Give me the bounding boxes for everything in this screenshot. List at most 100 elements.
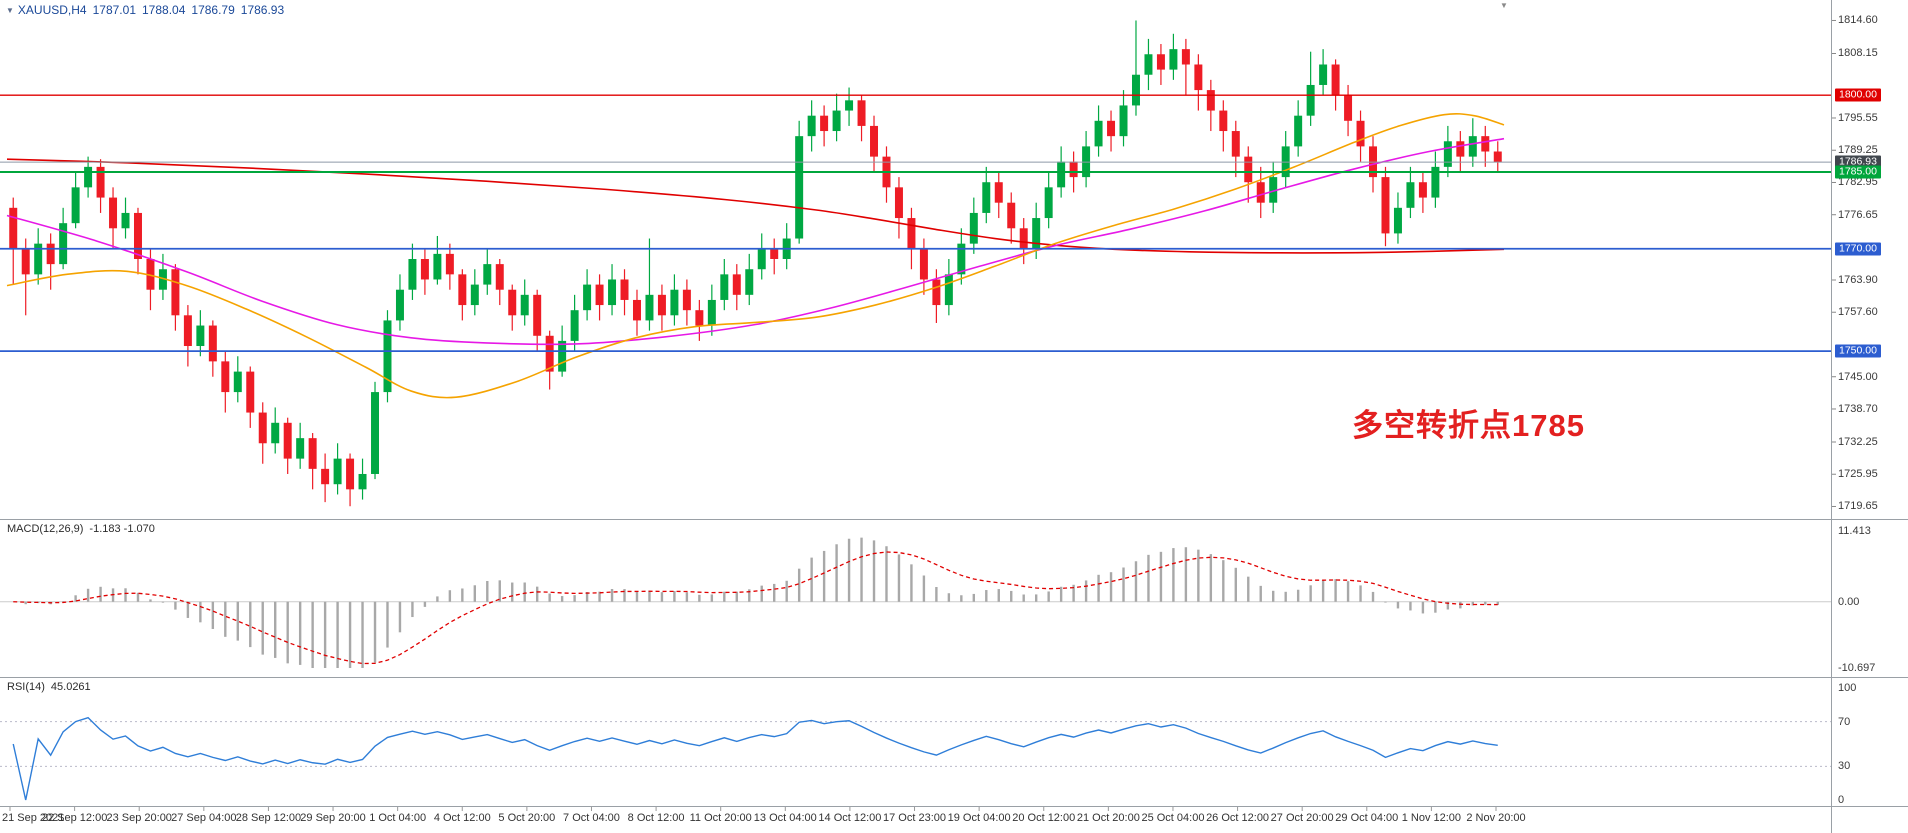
- candle-body: [1456, 141, 1465, 157]
- candle-body: [109, 197, 118, 229]
- candle-body: [1418, 182, 1427, 198]
- candle-body: [84, 166, 93, 188]
- time-axis-label: 20 Oct 12:00: [1012, 812, 1076, 824]
- rsi-pane[interactable]: [0, 716, 1831, 801]
- macd-values: -1.183 -1.070: [89, 523, 155, 535]
- macd-signal-line: [13, 551, 1498, 665]
- candle-body: [1443, 141, 1452, 167]
- candle-body: [770, 248, 779, 259]
- candle-body: [1256, 182, 1265, 203]
- candle-body: [171, 269, 180, 316]
- time-axis-label: 13 Oct 04:00: [753, 812, 817, 824]
- candle-body: [932, 279, 941, 306]
- candle-body: [408, 259, 417, 290]
- price-axis-label: 1776.65: [1838, 208, 1878, 221]
- ma-medium-line: [6, 137, 1505, 346]
- candle-body: [395, 289, 404, 321]
- macd-axis-label: 0.00: [1838, 595, 1860, 608]
- candle-body: [595, 284, 604, 306]
- macd-pane[interactable]: [0, 537, 1831, 668]
- candle-body: [944, 274, 953, 306]
- candle-body: [508, 289, 517, 316]
- candle-body: [158, 269, 167, 290]
- candle-body: [46, 243, 55, 265]
- price-line-label: 1800.00: [1835, 88, 1881, 102]
- candle-body: [1144, 54, 1153, 75]
- price-axis-label: 1719.65: [1838, 500, 1878, 513]
- candle-body: [470, 284, 479, 306]
- candle-body: [333, 458, 342, 485]
- time-axis-label: 7 Oct 04:00: [563, 812, 620, 824]
- candle-body: [645, 294, 654, 321]
- candle-body: [21, 248, 30, 275]
- macd-indicator-label: MACD(12,26,9) -1.183 -1.070: [7, 523, 161, 535]
- candle-body: [894, 187, 903, 219]
- chart-shift-marker-icon[interactable]: ▼: [1500, 1, 1508, 10]
- candle-body: [520, 294, 529, 316]
- time-axis[interactable]: 21 Sep 2021 22 Sep 12:00 23 Sep 20:00 27 Se…: [0, 806, 1832, 833]
- macd-axis-label: -10.697: [1838, 662, 1876, 674]
- candle-body: [1493, 151, 1502, 163]
- candle-body: [183, 315, 192, 347]
- price-axis-label: 1808.15: [1838, 47, 1878, 60]
- time-axis-label: 21 Oct 20:00: [1076, 812, 1140, 824]
- candle-body: [1007, 202, 1016, 229]
- chinese-annotation-text: 多空转折点1785: [1352, 408, 1585, 443]
- candle-body: [1044, 187, 1053, 219]
- candle-body: [246, 371, 255, 413]
- candle-body: [608, 279, 617, 306]
- main-pane[interactable]: [0, 20, 1831, 507]
- macd-name: MACD(12,26,9): [7, 523, 84, 535]
- candle-body: [1344, 95, 1353, 121]
- candle-body: [1294, 115, 1303, 147]
- candle-body: [371, 392, 380, 474]
- rsi-axis-label: 30: [1838, 760, 1851, 773]
- time-axis-label: 1 Nov 12:00: [1401, 812, 1462, 824]
- candle-body: [296, 438, 305, 459]
- candle-body: [258, 412, 267, 444]
- candle-body: [1107, 120, 1116, 137]
- candle-body: [1194, 64, 1203, 91]
- candle-body: [1131, 74, 1140, 106]
- candle-body: [982, 182, 991, 213]
- time-axis-label: 26 Oct 12:00: [1206, 812, 1270, 824]
- candle-body: [346, 458, 355, 490]
- symbol-info: ▼ XAUUSD,H4 1787.01 1788.04 1786.79 1786.93: [6, 3, 290, 17]
- candle-body: [1306, 84, 1315, 116]
- open-price: 1787.01: [92, 3, 136, 17]
- candle-body: [707, 299, 716, 326]
- candle-body: [857, 100, 866, 126]
- candle-body: [745, 269, 754, 295]
- price-axis[interactable]: 1814.60 1808.15 1795.55 1789.25 1782.95 1776.…: [1832, 0, 1908, 833]
- candle-body: [1319, 64, 1328, 85]
- candle-body: [994, 182, 1003, 203]
- candle-body: [221, 361, 230, 393]
- candle-body: [570, 310, 579, 341]
- candle-body: [445, 253, 454, 275]
- candle-body: [59, 223, 68, 265]
- candle-body: [208, 325, 217, 362]
- candle-body: [96, 166, 105, 198]
- high-price: 1788.04: [142, 3, 186, 17]
- time-axis-label: 23 Sep 20:00: [106, 812, 172, 824]
- candle-body: [845, 100, 854, 111]
- candle-body: [495, 264, 504, 290]
- candle-body: [9, 207, 18, 249]
- candle-body: [321, 468, 330, 485]
- low-price: 1786.79: [191, 3, 235, 17]
- time-axis-label: 27 Oct 20:00: [1270, 812, 1334, 824]
- candle-body: [919, 248, 928, 280]
- candle-body: [1381, 177, 1390, 234]
- price-axis-label: 1795.55: [1838, 111, 1878, 124]
- time-axis-label: 14 Oct 12:00: [818, 812, 882, 824]
- candle-body: [1356, 120, 1365, 147]
- price-axis-label: 1782.95: [1838, 176, 1878, 189]
- price-line-label: 1750.00: [1835, 344, 1881, 358]
- candle-body: [146, 259, 155, 290]
- candle-body: [832, 110, 841, 132]
- candle-body: [1231, 131, 1240, 157]
- candle-body: [682, 289, 691, 311]
